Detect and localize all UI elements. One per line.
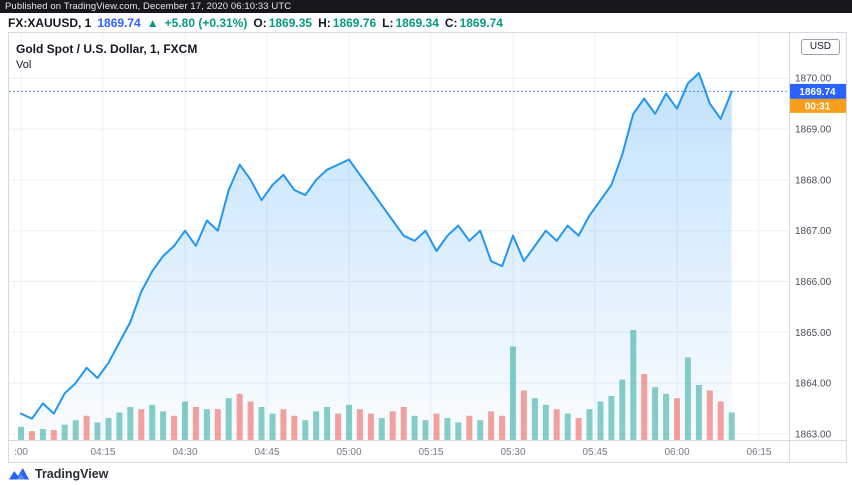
- countdown-label: 00:31: [790, 98, 846, 113]
- chart-title: Gold Spot / U.S. Dollar, 1, FXCM: [16, 42, 198, 56]
- currency-toggle-button[interactable]: USD: [800, 39, 840, 55]
- svg-text:1869.74: 1869.74: [799, 87, 836, 98]
- svg-text:1867.00: 1867.00: [795, 226, 832, 237]
- time-axis-labels[interactable]: :00 04:15 04:30 04:45 05:00 05:15 05:30 05:45 06…: [14, 447, 772, 458]
- svg-text:06:15: 06:15: [746, 447, 771, 458]
- published-bar: Published on TradingView.com, December 1…: [0, 0, 852, 13]
- svg-text:06:00: 06:00: [664, 447, 689, 458]
- high-value: 1869.76: [332, 15, 377, 30]
- svg-text:05:15: 05:15: [418, 447, 443, 458]
- close-label: C:: [444, 15, 458, 30]
- area-fill: [21, 73, 732, 440]
- svg-text:1870.00: 1870.00: [795, 74, 832, 85]
- price-line: [20, 72, 733, 420]
- low-pair: L: 1869.34: [382, 16, 439, 30]
- tradingview-brand[interactable]: TradingView: [35, 467, 109, 481]
- price-axis-labels[interactable]: 1870.00 1869.00 1868.00 1867.00 1866.00 1865.…: [795, 74, 832, 441]
- change-arrow-icon: ▲: [146, 15, 159, 30]
- svg-text:1868.00: 1868.00: [795, 175, 832, 186]
- price-chart[interactable]: :00 04:15 04:30 04:45 05:00 05:15 05:30 05:45 06…: [9, 33, 846, 462]
- close-pair: C: 1869.74: [445, 16, 503, 30]
- open-value: 1869.35: [268, 15, 313, 30]
- ohlc-legend: FX:XAUUSD, 1 1869.74 ▲ +5.80 (+0.31%) O:…: [0, 13, 852, 32]
- symbol-label[interactable]: FX:XAUUSD, 1: [8, 15, 92, 30]
- svg-text:04:15: 04:15: [90, 447, 115, 458]
- last-price-label: 1869.74: [790, 83, 846, 99]
- svg-text:05:45: 05:45: [582, 447, 607, 458]
- svg-text:04:30: 04:30: [172, 447, 197, 458]
- svg-text:1866.00: 1866.00: [795, 277, 832, 288]
- low-label: L:: [382, 15, 394, 30]
- svg-text:04:45: 04:45: [254, 447, 279, 458]
- svg-text::00: :00: [14, 447, 28, 458]
- svg-text:05:00: 05:00: [336, 447, 361, 458]
- svg-text:05:30: 05:30: [500, 447, 525, 458]
- chart-container: :00 04:15 04:30 04:45 05:00 05:15 05:30 05:45 06…: [8, 32, 847, 463]
- svg-text:1869.00: 1869.00: [795, 125, 832, 136]
- svg-text:1865.00: 1865.00: [795, 328, 832, 339]
- svg-text:1863.00: 1863.00: [795, 429, 832, 440]
- tradingview-logo-icon[interactable]: [9, 467, 29, 481]
- volume-study-label: Vol: [16, 59, 32, 71]
- svg-text:00:31: 00:31: [805, 101, 831, 112]
- high-pair: H: 1869.76: [318, 16, 376, 30]
- low-value: 1869.34: [395, 15, 439, 30]
- high-label: H:: [318, 15, 331, 30]
- svg-text:1864.00: 1864.00: [795, 379, 832, 390]
- open-label: O:: [253, 15, 267, 30]
- change-value: +5.80 (+0.31%): [164, 15, 248, 30]
- open-pair: O: 1869.35: [253, 16, 312, 30]
- volume-bars: [18, 330, 735, 440]
- close-value: 1869.74: [459, 15, 503, 30]
- last-price-value: 1869.74: [97, 15, 141, 30]
- footer: TradingView: [0, 463, 852, 485]
